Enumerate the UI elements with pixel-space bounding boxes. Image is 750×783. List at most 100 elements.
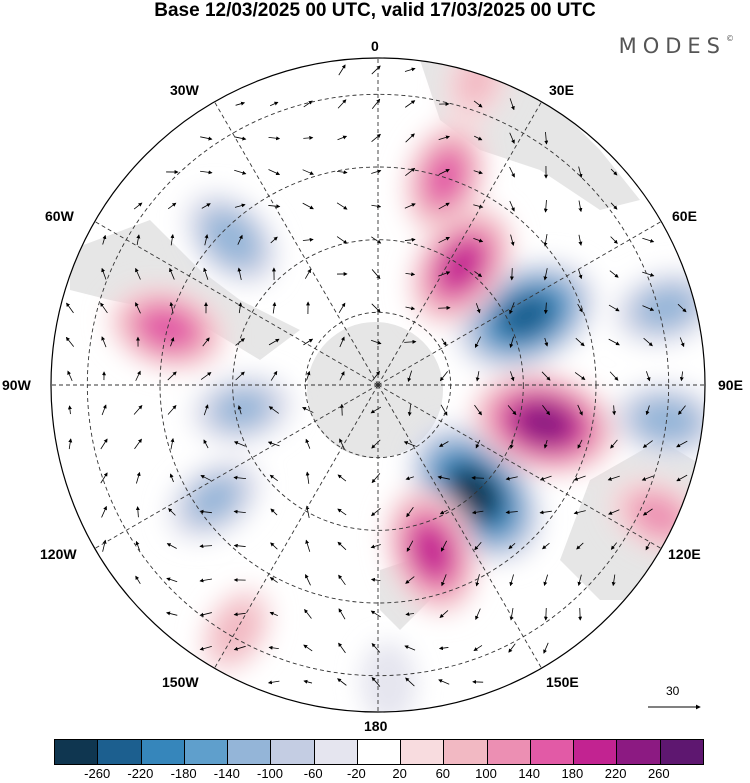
wind-vector bbox=[237, 267, 242, 280]
graticule-layer bbox=[51, 58, 705, 712]
wind-vector bbox=[407, 370, 413, 382]
wind-vector bbox=[440, 540, 448, 552]
wind-vector bbox=[371, 473, 381, 484]
wind-vector bbox=[234, 136, 247, 141]
wind-vector bbox=[337, 170, 348, 175]
wind-vector bbox=[641, 475, 654, 481]
wind-vector bbox=[204, 234, 209, 246]
wind-vector bbox=[100, 472, 108, 484]
wind-vector bbox=[542, 542, 550, 550]
meridian-label-0: 0 bbox=[371, 38, 379, 54]
wind-vector bbox=[269, 611, 278, 616]
wind-vector bbox=[509, 132, 515, 144]
wind-vector bbox=[370, 544, 381, 549]
wind-vector bbox=[68, 438, 73, 450]
wind-vector bbox=[136, 234, 141, 246]
wind-vector bbox=[305, 574, 311, 586]
colorbar-swatch bbox=[98, 740, 142, 764]
wind-vector bbox=[611, 574, 616, 587]
wind-vector bbox=[303, 338, 314, 346]
wind-vector bbox=[406, 507, 414, 518]
meridian-line bbox=[377, 101, 542, 386]
wind-vector bbox=[101, 336, 107, 348]
wind-vector bbox=[405, 100, 416, 108]
wind-vector bbox=[199, 544, 213, 549]
wind-vector bbox=[612, 405, 617, 416]
wind-vector bbox=[302, 202, 314, 210]
wind-vector bbox=[304, 608, 312, 619]
wind-vector bbox=[474, 271, 483, 277]
wind-vector bbox=[166, 543, 177, 549]
wind-vector bbox=[269, 101, 279, 107]
wind-vector bbox=[578, 200, 583, 213]
wind-vector bbox=[439, 371, 448, 382]
meridian-line bbox=[377, 221, 662, 386]
meridian-label-60w: 60W bbox=[45, 208, 74, 224]
wind-vector bbox=[267, 680, 280, 685]
colorbar-tick-label: -220 bbox=[127, 766, 154, 781]
anomaly-contour bbox=[360, 641, 417, 712]
wind-vector bbox=[610, 202, 618, 210]
wind-vector bbox=[302, 237, 314, 242]
reference-vector-arrow bbox=[648, 704, 701, 710]
wind-vector bbox=[200, 475, 212, 481]
wind-vector bbox=[645, 542, 651, 551]
wind-vector bbox=[405, 476, 414, 481]
wind-vector bbox=[135, 540, 141, 551]
wind-vector bbox=[441, 574, 447, 587]
wind-vector bbox=[337, 541, 347, 551]
meridian-label-90w: 90W bbox=[2, 377, 31, 393]
colorbar-tick-label: 180 bbox=[561, 766, 584, 781]
wind-vector bbox=[645, 405, 650, 416]
colorbar-swatch bbox=[228, 740, 272, 764]
wind-vector bbox=[203, 267, 209, 280]
colorbar-tick-label: 100 bbox=[475, 766, 497, 781]
wind-vector bbox=[405, 306, 416, 311]
colorbar-tick-label: -60 bbox=[303, 766, 323, 781]
wind-vector bbox=[199, 645, 212, 651]
wind-vector bbox=[270, 236, 278, 244]
wind-vector bbox=[268, 645, 279, 650]
wind-vector bbox=[544, 337, 549, 347]
wind-vector bbox=[578, 269, 583, 280]
wind-vector bbox=[610, 236, 618, 244]
wind-vector bbox=[268, 204, 281, 209]
wind-vector bbox=[642, 305, 655, 311]
wind-vector bbox=[370, 610, 381, 618]
wind-vector bbox=[676, 474, 688, 482]
wind-vector bbox=[371, 204, 382, 209]
wind-vector bbox=[167, 405, 177, 415]
wind-vector bbox=[509, 608, 514, 621]
modes-logo: MODES© bbox=[619, 34, 734, 58]
wind-vector bbox=[642, 440, 653, 448]
antarctica-landmass bbox=[307, 322, 443, 458]
wind-vector bbox=[438, 236, 450, 244]
colorbar-swatch bbox=[487, 740, 531, 764]
wind-vector bbox=[403, 441, 416, 447]
wind-vector bbox=[505, 476, 518, 481]
wind-vector bbox=[272, 301, 277, 314]
wind-vector bbox=[439, 610, 449, 619]
wind-vector bbox=[370, 577, 381, 582]
wind-vector bbox=[677, 303, 687, 313]
wind-vector bbox=[539, 510, 552, 515]
wind-vector bbox=[371, 133, 381, 143]
wind-vector bbox=[135, 302, 141, 314]
wind-vector bbox=[679, 371, 684, 382]
wind-vector bbox=[610, 542, 618, 550]
wind-vector bbox=[268, 136, 281, 141]
reference-vector-label: 30 bbox=[666, 684, 680, 698]
wind-vector bbox=[233, 612, 246, 617]
wind-vector bbox=[233, 475, 247, 480]
wind-vector bbox=[101, 267, 107, 280]
wind-vector bbox=[679, 337, 685, 348]
wind-vector bbox=[370, 339, 382, 345]
colorbar-tick-label: -100 bbox=[256, 766, 284, 781]
wind-vector bbox=[610, 168, 618, 176]
wind-vector bbox=[508, 643, 516, 653]
meridian-label-120e: 120E bbox=[668, 546, 701, 562]
wind-vector bbox=[510, 371, 515, 382]
wind-vector bbox=[200, 136, 213, 141]
wind-vector bbox=[237, 405, 242, 415]
wind-vector bbox=[371, 65, 381, 75]
